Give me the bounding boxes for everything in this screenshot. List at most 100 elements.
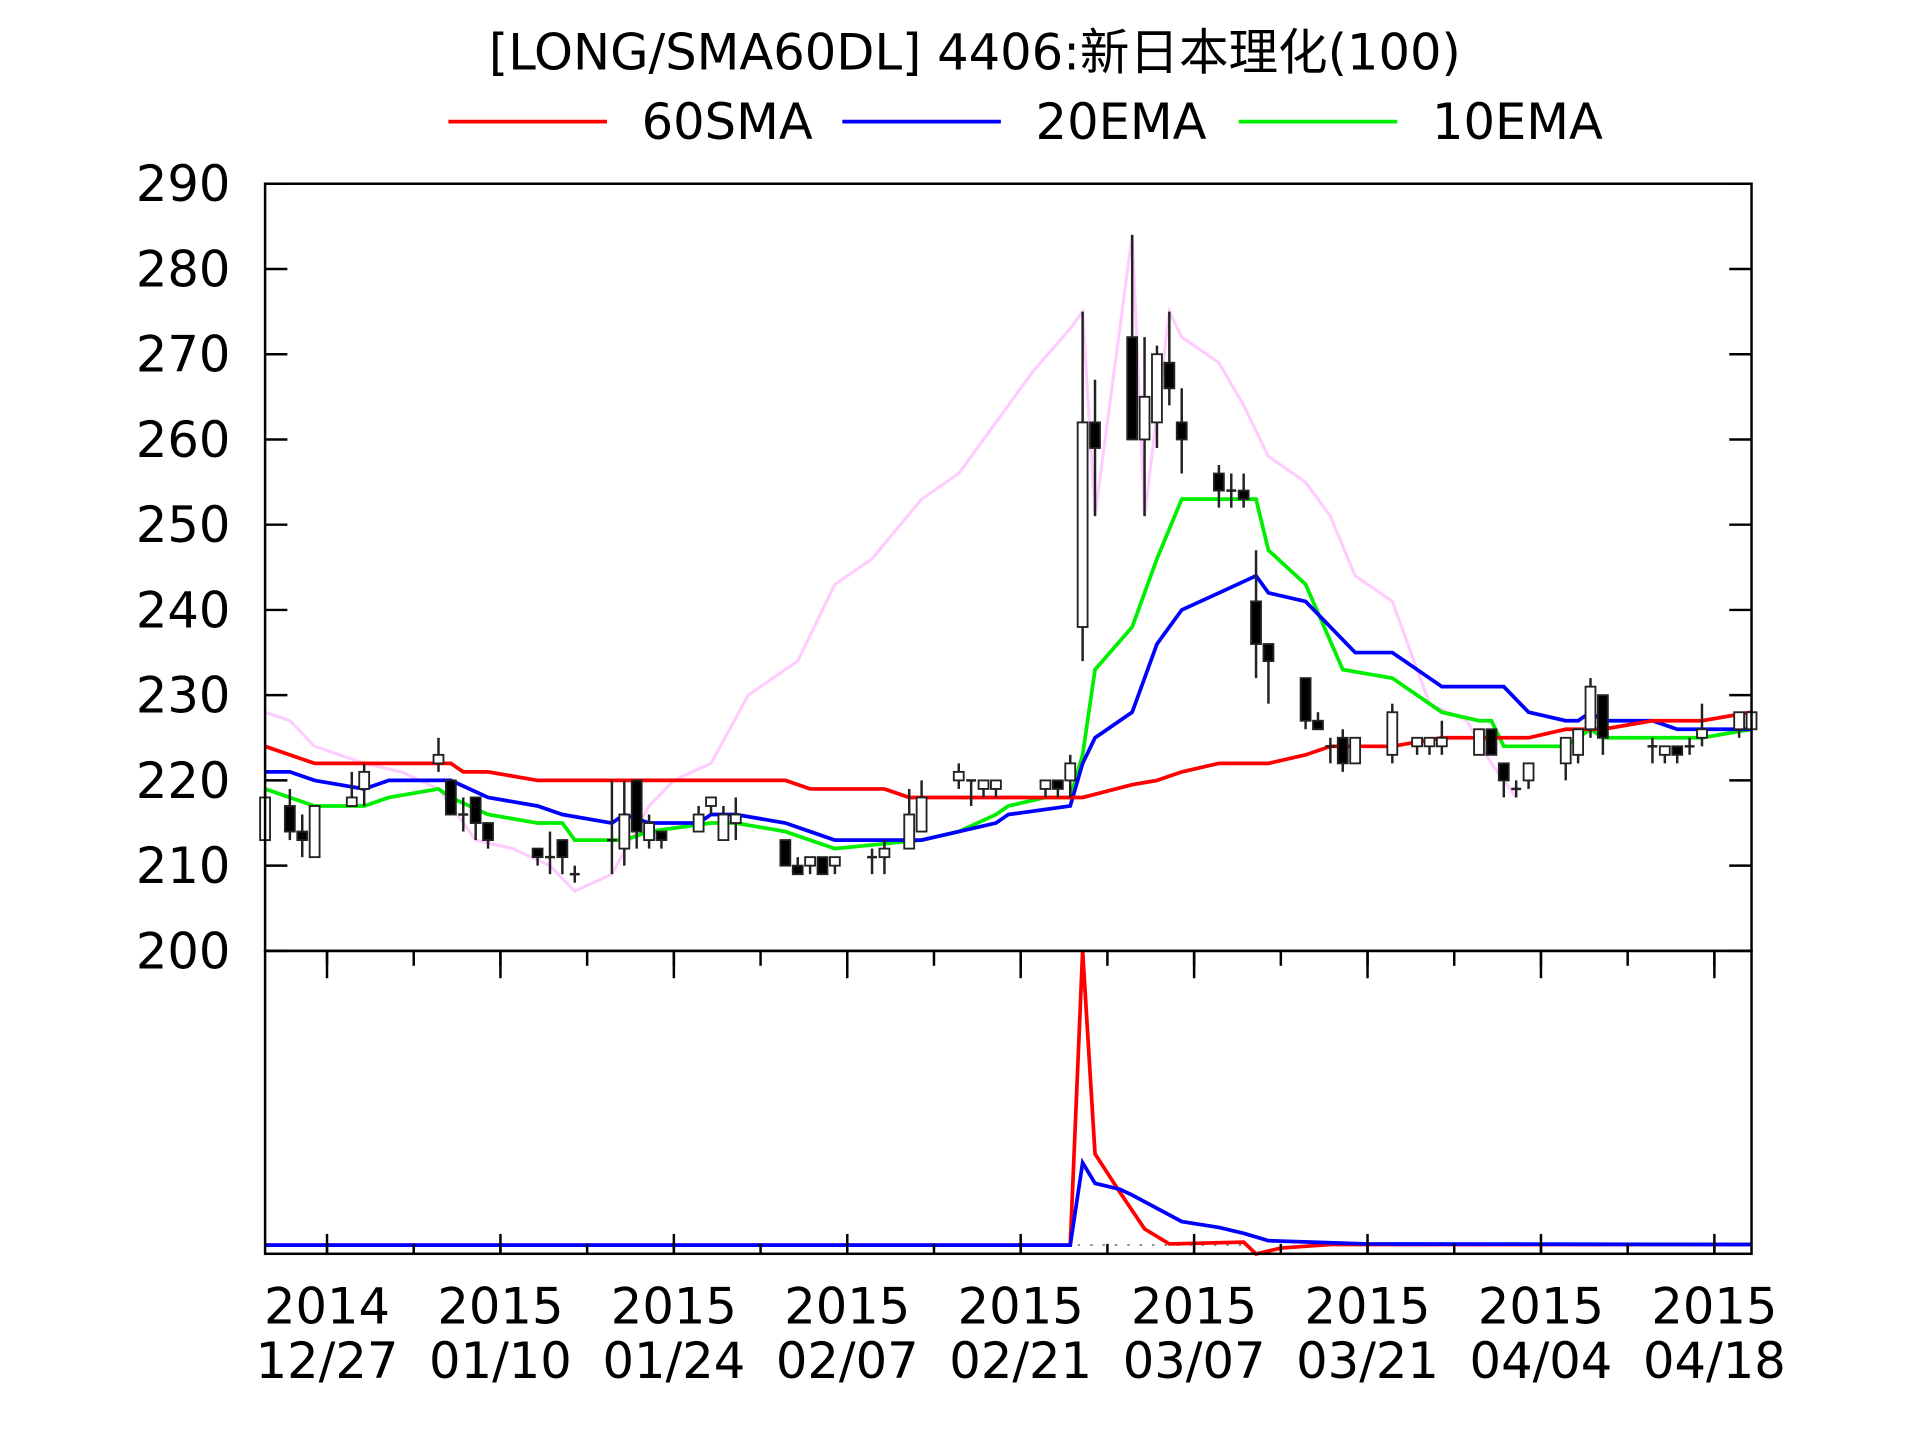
y-tick-label: 220 <box>136 752 231 810</box>
candle-body <box>1473 728 1485 756</box>
candle <box>655 830 668 849</box>
candle-body <box>1151 353 1163 424</box>
candle-body <box>1039 779 1052 790</box>
candle <box>1647 737 1658 764</box>
candle-body <box>618 813 631 850</box>
lower-series-line-1 <box>265 1157 1752 1247</box>
candle <box>445 779 457 816</box>
candle <box>1696 703 1708 747</box>
candle <box>903 788 916 850</box>
y-tick-label: 230 <box>136 667 231 725</box>
legend-label-10EMA: 10EMA <box>1432 93 1603 151</box>
candle <box>545 831 555 875</box>
legend-label-20EMA: 20EMA <box>1036 93 1207 151</box>
candle <box>990 779 1002 798</box>
candle-body <box>345 796 358 807</box>
candle-body <box>1584 685 1597 731</box>
candle <box>1386 703 1399 764</box>
candle <box>556 839 569 875</box>
candle-body <box>1497 762 1510 782</box>
candle <box>829 856 841 875</box>
candle <box>729 797 742 841</box>
candle <box>308 805 321 859</box>
candle <box>1559 736 1572 781</box>
candle <box>283 788 296 841</box>
x-tick-label-year: 2015 <box>1131 1277 1257 1335</box>
x-tick-label-date: 01/10 <box>429 1332 572 1390</box>
candle <box>1163 311 1176 406</box>
candle-body <box>1411 736 1423 748</box>
candle-body <box>1163 361 1176 390</box>
candle <box>1089 379 1101 517</box>
candle <box>531 847 544 866</box>
candle <box>791 857 804 876</box>
candle-body <box>915 796 928 833</box>
y-tick-label: 250 <box>136 496 231 554</box>
candle <box>458 797 469 832</box>
candle-body <box>1262 643 1275 663</box>
candle-body <box>779 839 792 867</box>
candle-body <box>1076 421 1089 628</box>
candle <box>705 796 717 815</box>
candle <box>1076 311 1089 662</box>
candle <box>1733 711 1746 738</box>
x-tick-label-date: 12/27 <box>256 1332 399 1390</box>
candle-body <box>1559 736 1572 765</box>
x-tick-label-date: 03/07 <box>1123 1332 1266 1390</box>
x-tick-label-date: 04/04 <box>1470 1332 1613 1390</box>
lower-series-line-0 <box>265 950 1752 1256</box>
candle-body <box>705 796 717 807</box>
candle <box>1051 779 1064 798</box>
candle-body <box>308 805 321 859</box>
candle <box>1597 694 1609 755</box>
candle-body <box>717 813 730 842</box>
candle-body <box>643 822 655 842</box>
x-tick-label-year: 2015 <box>958 1277 1084 1335</box>
candle <box>606 780 617 875</box>
candle <box>1336 729 1349 772</box>
x-tick-label-year: 2015 <box>784 1277 910 1335</box>
candle <box>804 856 816 875</box>
candle-body <box>1175 421 1188 441</box>
candle-body <box>1064 762 1077 782</box>
candle-body <box>1312 719 1324 731</box>
candle-body <box>655 830 668 842</box>
candle-body <box>990 779 1002 790</box>
candle-body <box>1349 736 1362 765</box>
candle <box>569 865 580 883</box>
candle <box>469 796 482 841</box>
candle <box>1658 745 1671 764</box>
x-tick-label-year: 2015 <box>1304 1277 1430 1335</box>
x-tick-label-date: 04/18 <box>1643 1332 1786 1390</box>
candle-body <box>531 847 544 859</box>
candle-body <box>692 813 705 833</box>
candle <box>1511 780 1522 798</box>
candle <box>1151 345 1163 448</box>
candle-body <box>1089 421 1101 449</box>
candle <box>1572 728 1585 764</box>
x-tick-label-date: 02/07 <box>776 1332 919 1390</box>
candle <box>1497 762 1510 798</box>
candle <box>1435 720 1448 755</box>
candle-body <box>482 822 494 842</box>
candle-body <box>729 813 742 824</box>
y-tick-label: 260 <box>136 411 231 469</box>
candle <box>482 822 494 849</box>
candle-body <box>1386 711 1399 756</box>
x-tick-label-year: 2015 <box>1478 1277 1604 1335</box>
candle <box>952 763 965 789</box>
candle <box>345 771 358 807</box>
candle-body <box>952 770 965 782</box>
candle <box>878 840 891 875</box>
candle-body <box>1671 745 1684 756</box>
chart-title: [LONG/SMA60DL] 4406:新日本理化(100) <box>489 23 1461 81</box>
series-line-band <box>264 234 1518 894</box>
candle-body <box>1733 711 1746 731</box>
candle <box>643 814 655 849</box>
candle-body <box>816 856 829 876</box>
candle-body <box>445 779 457 816</box>
y-tick-label: 200 <box>136 922 231 980</box>
candle-body <box>283 805 296 833</box>
